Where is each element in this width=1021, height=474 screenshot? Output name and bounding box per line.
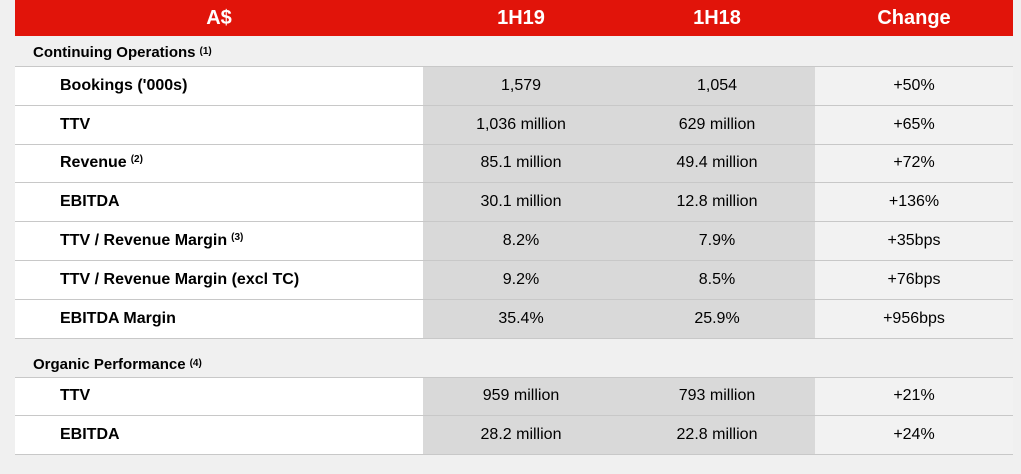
- value-1h18: 7.9%: [619, 222, 815, 260]
- table-row: Revenue (2) 85.1 million 49.4 million +72%: [15, 144, 1013, 184]
- value-change: +136%: [815, 183, 1013, 222]
- row-label: EBITDA: [15, 416, 423, 455]
- value-change: +76bps: [815, 260, 1013, 299]
- row-label: EBITDA Margin: [15, 299, 423, 338]
- value-1h19: 85.1 million: [423, 144, 619, 183]
- footnote-marker: (3): [231, 231, 244, 243]
- footnote-marker: (2): [130, 153, 143, 165]
- row-label: Revenue (2): [15, 144, 423, 183]
- value-change: +35bps: [815, 222, 1013, 260]
- row-label-text: TTV: [60, 387, 91, 405]
- footnote-marker: (1): [199, 46, 212, 57]
- value-1h18: 22.8 million: [619, 416, 815, 455]
- table-header: A$ 1H19 1H18 Change: [15, 0, 1013, 36]
- section-title-text: Continuing Operations: [33, 44, 196, 61]
- section-title: Continuing Operations (1): [15, 36, 1013, 67]
- table-row: TTV / Revenue Margin (3) 8.2% 7.9% +35bps: [15, 222, 1013, 261]
- header-currency: A$: [206, 6, 232, 29]
- section-title-text: Organic Performance: [33, 355, 186, 373]
- value-1h18: 8.5%: [619, 260, 815, 299]
- table-row: TTV / Revenue Margin (excl TC) 9.2% 8.5% +7…: [15, 260, 1013, 300]
- header-1h19: 1H19: [497, 6, 545, 29]
- value-1h19: 9.2%: [423, 260, 619, 299]
- row-label-text: TTV: [60, 115, 91, 133]
- value-change: +21%: [815, 377, 1013, 416]
- value-1h18: 12.8 million: [619, 183, 815, 222]
- row-label-text: EBITDA: [60, 426, 120, 444]
- table-body: Continuing Operations (1) Bookings ('000s)…: [15, 36, 1013, 456]
- row-label: TTV: [15, 377, 423, 416]
- section-title: Organic Performance (4): [15, 338, 1013, 378]
- value-change: +956bps: [815, 299, 1013, 338]
- value-1h19: 1,579: [423, 67, 619, 105]
- row-label: EBITDA: [15, 183, 423, 222]
- financial-summary-table: A$ 1H19 1H18 Change Continuing Operation…: [15, 0, 1013, 456]
- row-label: TTV / Revenue Margin (3): [15, 222, 423, 260]
- row-label-text: TTV / Revenue Margin: [60, 232, 228, 250]
- value-1h19: 28.2 million: [423, 416, 619, 455]
- row-label: Bookings ('000s): [15, 67, 423, 105]
- header-change: Change: [877, 6, 951, 29]
- row-label: TTV / Revenue Margin (excl TC): [15, 260, 423, 299]
- value-1h18: 629 million: [619, 105, 815, 144]
- value-change: +65%: [815, 105, 1013, 144]
- table-row: EBITDA Margin 35.4% 25.9% +956bps: [15, 299, 1013, 339]
- value-change: +72%: [815, 144, 1013, 183]
- row-label: TTV: [15, 105, 423, 144]
- table-row: EBITDA 28.2 million 22.8 million +24%: [15, 416, 1013, 456]
- value-1h19: 35.4%: [423, 299, 619, 338]
- row-label-text: Bookings ('000s): [60, 76, 188, 94]
- row-label-text: EBITDA Margin: [60, 309, 176, 327]
- value-1h18: 1,054: [619, 67, 815, 105]
- value-change: +50%: [815, 67, 1013, 105]
- table-row: TTV 959 million 793 million +21%: [15, 377, 1013, 417]
- table-row: TTV 1,036 million 629 million +65%: [15, 105, 1013, 145]
- value-1h19: 30.1 million: [423, 183, 619, 222]
- value-1h18: 25.9%: [619, 299, 815, 338]
- footnote-marker: (4): [189, 357, 202, 369]
- value-1h18: 49.4 million: [619, 144, 815, 183]
- value-1h18: 793 million: [619, 377, 815, 416]
- table-row: Bookings ('000s) 1,579 1,054 +50%: [15, 67, 1013, 106]
- table-row: EBITDA 30.1 million 12.8 million +136%: [15, 183, 1013, 223]
- header-1h18: 1H18: [693, 6, 741, 29]
- value-1h19: 8.2%: [423, 222, 619, 260]
- value-change: +24%: [815, 416, 1013, 455]
- value-1h19: 1,036 million: [423, 105, 619, 144]
- row-label-text: Revenue: [60, 154, 127, 172]
- value-1h19: 959 million: [423, 377, 619, 416]
- row-label-text: TTV / Revenue Margin (excl TC): [60, 270, 300, 288]
- row-label-text: EBITDA: [60, 193, 120, 211]
